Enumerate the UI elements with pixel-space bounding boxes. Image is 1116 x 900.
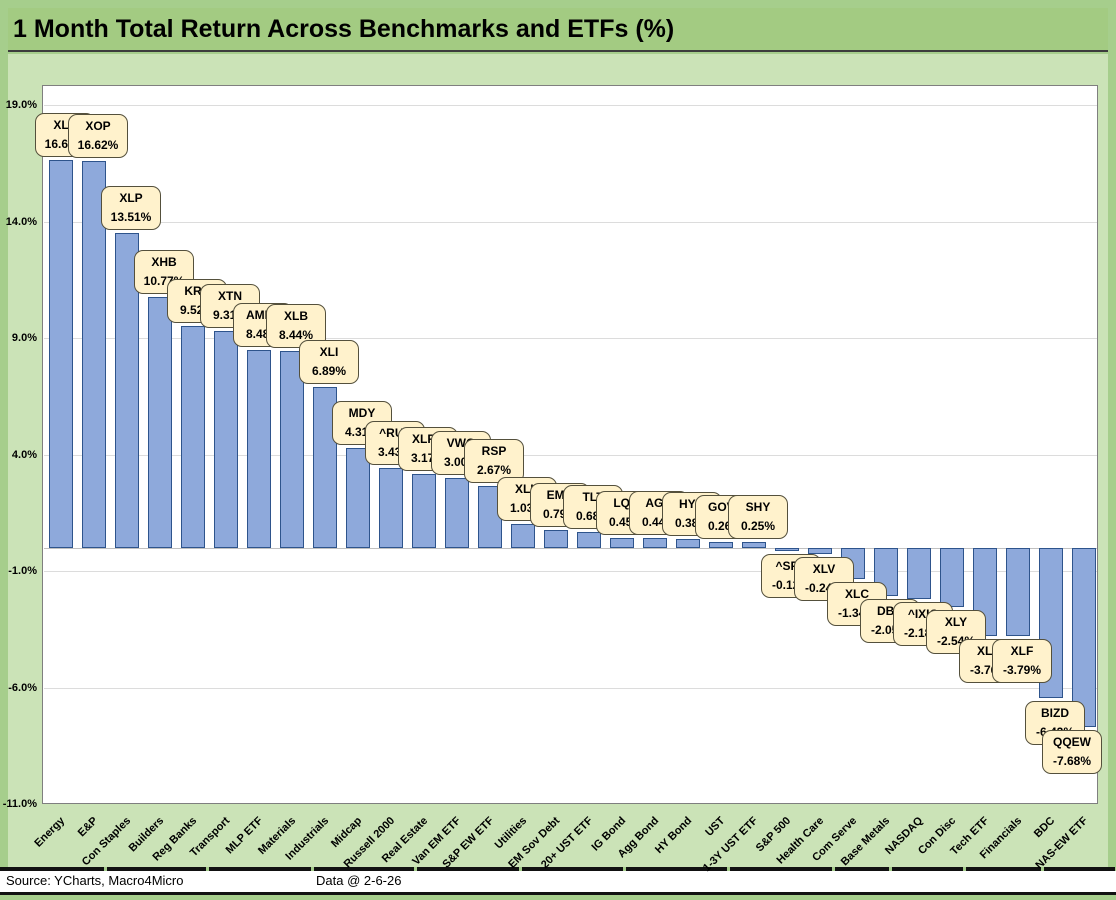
bar-XLF (1006, 548, 1030, 637)
bottom-border-line (0, 892, 1116, 895)
bar-HYG (676, 539, 700, 548)
data-label-XLP: XLP 13.51% (101, 186, 161, 231)
data-label-XHB: XHB 10.77% (134, 250, 194, 295)
bar-XLE (49, 159, 73, 548)
data-date-text: Data @ 2-6-26 (316, 873, 402, 888)
data-label-ticker: MDY (348, 405, 376, 420)
data-label-ticker: XTN (218, 289, 242, 304)
y-axis-tick-label: 14.0% (5, 215, 37, 228)
data-label-value: 0.25% (740, 519, 776, 534)
data-label-value: 2.67% (476, 462, 512, 477)
bar-AGG (643, 537, 667, 548)
bar-QQEW (1072, 548, 1096, 727)
divider-segment (891, 867, 963, 871)
data-label-value: -7.68% (1052, 753, 1092, 768)
bar-^RUT (379, 468, 403, 548)
bar-VWO (445, 478, 469, 548)
divider-segment (313, 867, 414, 871)
bar-^SPX (775, 548, 799, 551)
y-axis-tick-label: -1.0% (8, 565, 37, 578)
data-label-ticker: RSP (481, 443, 507, 458)
y-gridline (43, 454, 1097, 456)
bar-XLY (940, 548, 964, 608)
data-label-value: 13.51% (110, 210, 152, 225)
divider-segment (625, 867, 727, 871)
data-label-value: 16.62% (77, 137, 119, 152)
data-label-QQEW: QQEW -7.68% (1042, 729, 1102, 774)
data-label-RSP: RSP 2.67% (464, 438, 524, 483)
data-label-ticker: XLC (845, 587, 869, 602)
data-label-ticker: QQEW (1053, 734, 1091, 749)
data-label-ticker: BIZD (1041, 705, 1069, 720)
bar-XLB (280, 351, 304, 548)
bar-GOVT (709, 541, 733, 548)
divider-segment (729, 867, 832, 871)
bar-SHY (742, 542, 766, 548)
bar-XLV (808, 548, 832, 554)
data-label-XOP: XOP 16.62% (68, 113, 128, 158)
y-gridline (43, 338, 1097, 340)
divider-segment (208, 867, 311, 871)
bar-XHB (148, 297, 172, 548)
divider-segment (1043, 867, 1115, 871)
bar-TLT (577, 532, 601, 548)
y-gridline (43, 105, 1097, 107)
data-label-value: 8.44% (278, 328, 314, 343)
zero-axis-line (43, 548, 1097, 549)
y-gridline (43, 687, 1097, 689)
data-label-SHY: SHY 0.25% (728, 495, 788, 540)
divider-segment (521, 867, 623, 871)
divider-segment (0, 867, 104, 871)
chart-title: 1 Month Total Return Across Benchmarks a… (13, 15, 675, 43)
data-label-ticker: XOP (85, 118, 111, 133)
y-gridline (43, 571, 1097, 573)
y-axis-tick-label: 4.0% (11, 448, 37, 461)
bar-XLU (511, 524, 535, 548)
data-label-ticker: XLB (284, 309, 308, 324)
bar-XLRE (412, 474, 436, 548)
bar-KRE (181, 326, 205, 548)
bar-MDY (346, 447, 370, 548)
data-label-ticker: XHB (151, 255, 177, 270)
chart-title-bar: 1 Month Total Return Across Benchmarks a… (8, 8, 1108, 52)
source-text: Source: YCharts, Macro4Micro (6, 873, 184, 888)
divider-segment (965, 867, 1041, 871)
bar-EMB (544, 529, 568, 548)
bar-AMLP (247, 350, 271, 548)
data-label-ticker: SHY (745, 500, 771, 515)
data-label-ticker: XLP (119, 191, 143, 206)
data-label-ticker: XLI (319, 345, 339, 360)
data-label-value: -3.79% (1002, 663, 1042, 678)
divider-segment (416, 867, 519, 871)
bar-XTN (214, 331, 238, 548)
data-label-XLI: XLI 6.89% (299, 340, 359, 385)
footer-row: Source: YCharts, Macro4Micro Data @ 2-6-… (0, 871, 1116, 892)
y-gridline (43, 221, 1097, 223)
divider-segment (106, 867, 206, 871)
data-label-ticker: XLF (1010, 644, 1034, 659)
y-axis-tick-label: -11.0% (2, 798, 37, 811)
bar-LQD (610, 537, 634, 548)
data-label-ticker: XLY (944, 615, 968, 630)
y-axis-tick-label: 9.0% (11, 332, 37, 345)
y-axis-tick-label: 19.0% (5, 99, 37, 112)
divider-segment (834, 867, 889, 871)
data-label-XLF: XLF -3.79% (992, 639, 1052, 684)
data-label-ticker: XLV (812, 561, 836, 576)
bar-^IXIC (907, 548, 931, 599)
y-axis-tick-label: -6.0% (8, 681, 37, 694)
data-label-value: 6.89% (311, 364, 347, 379)
